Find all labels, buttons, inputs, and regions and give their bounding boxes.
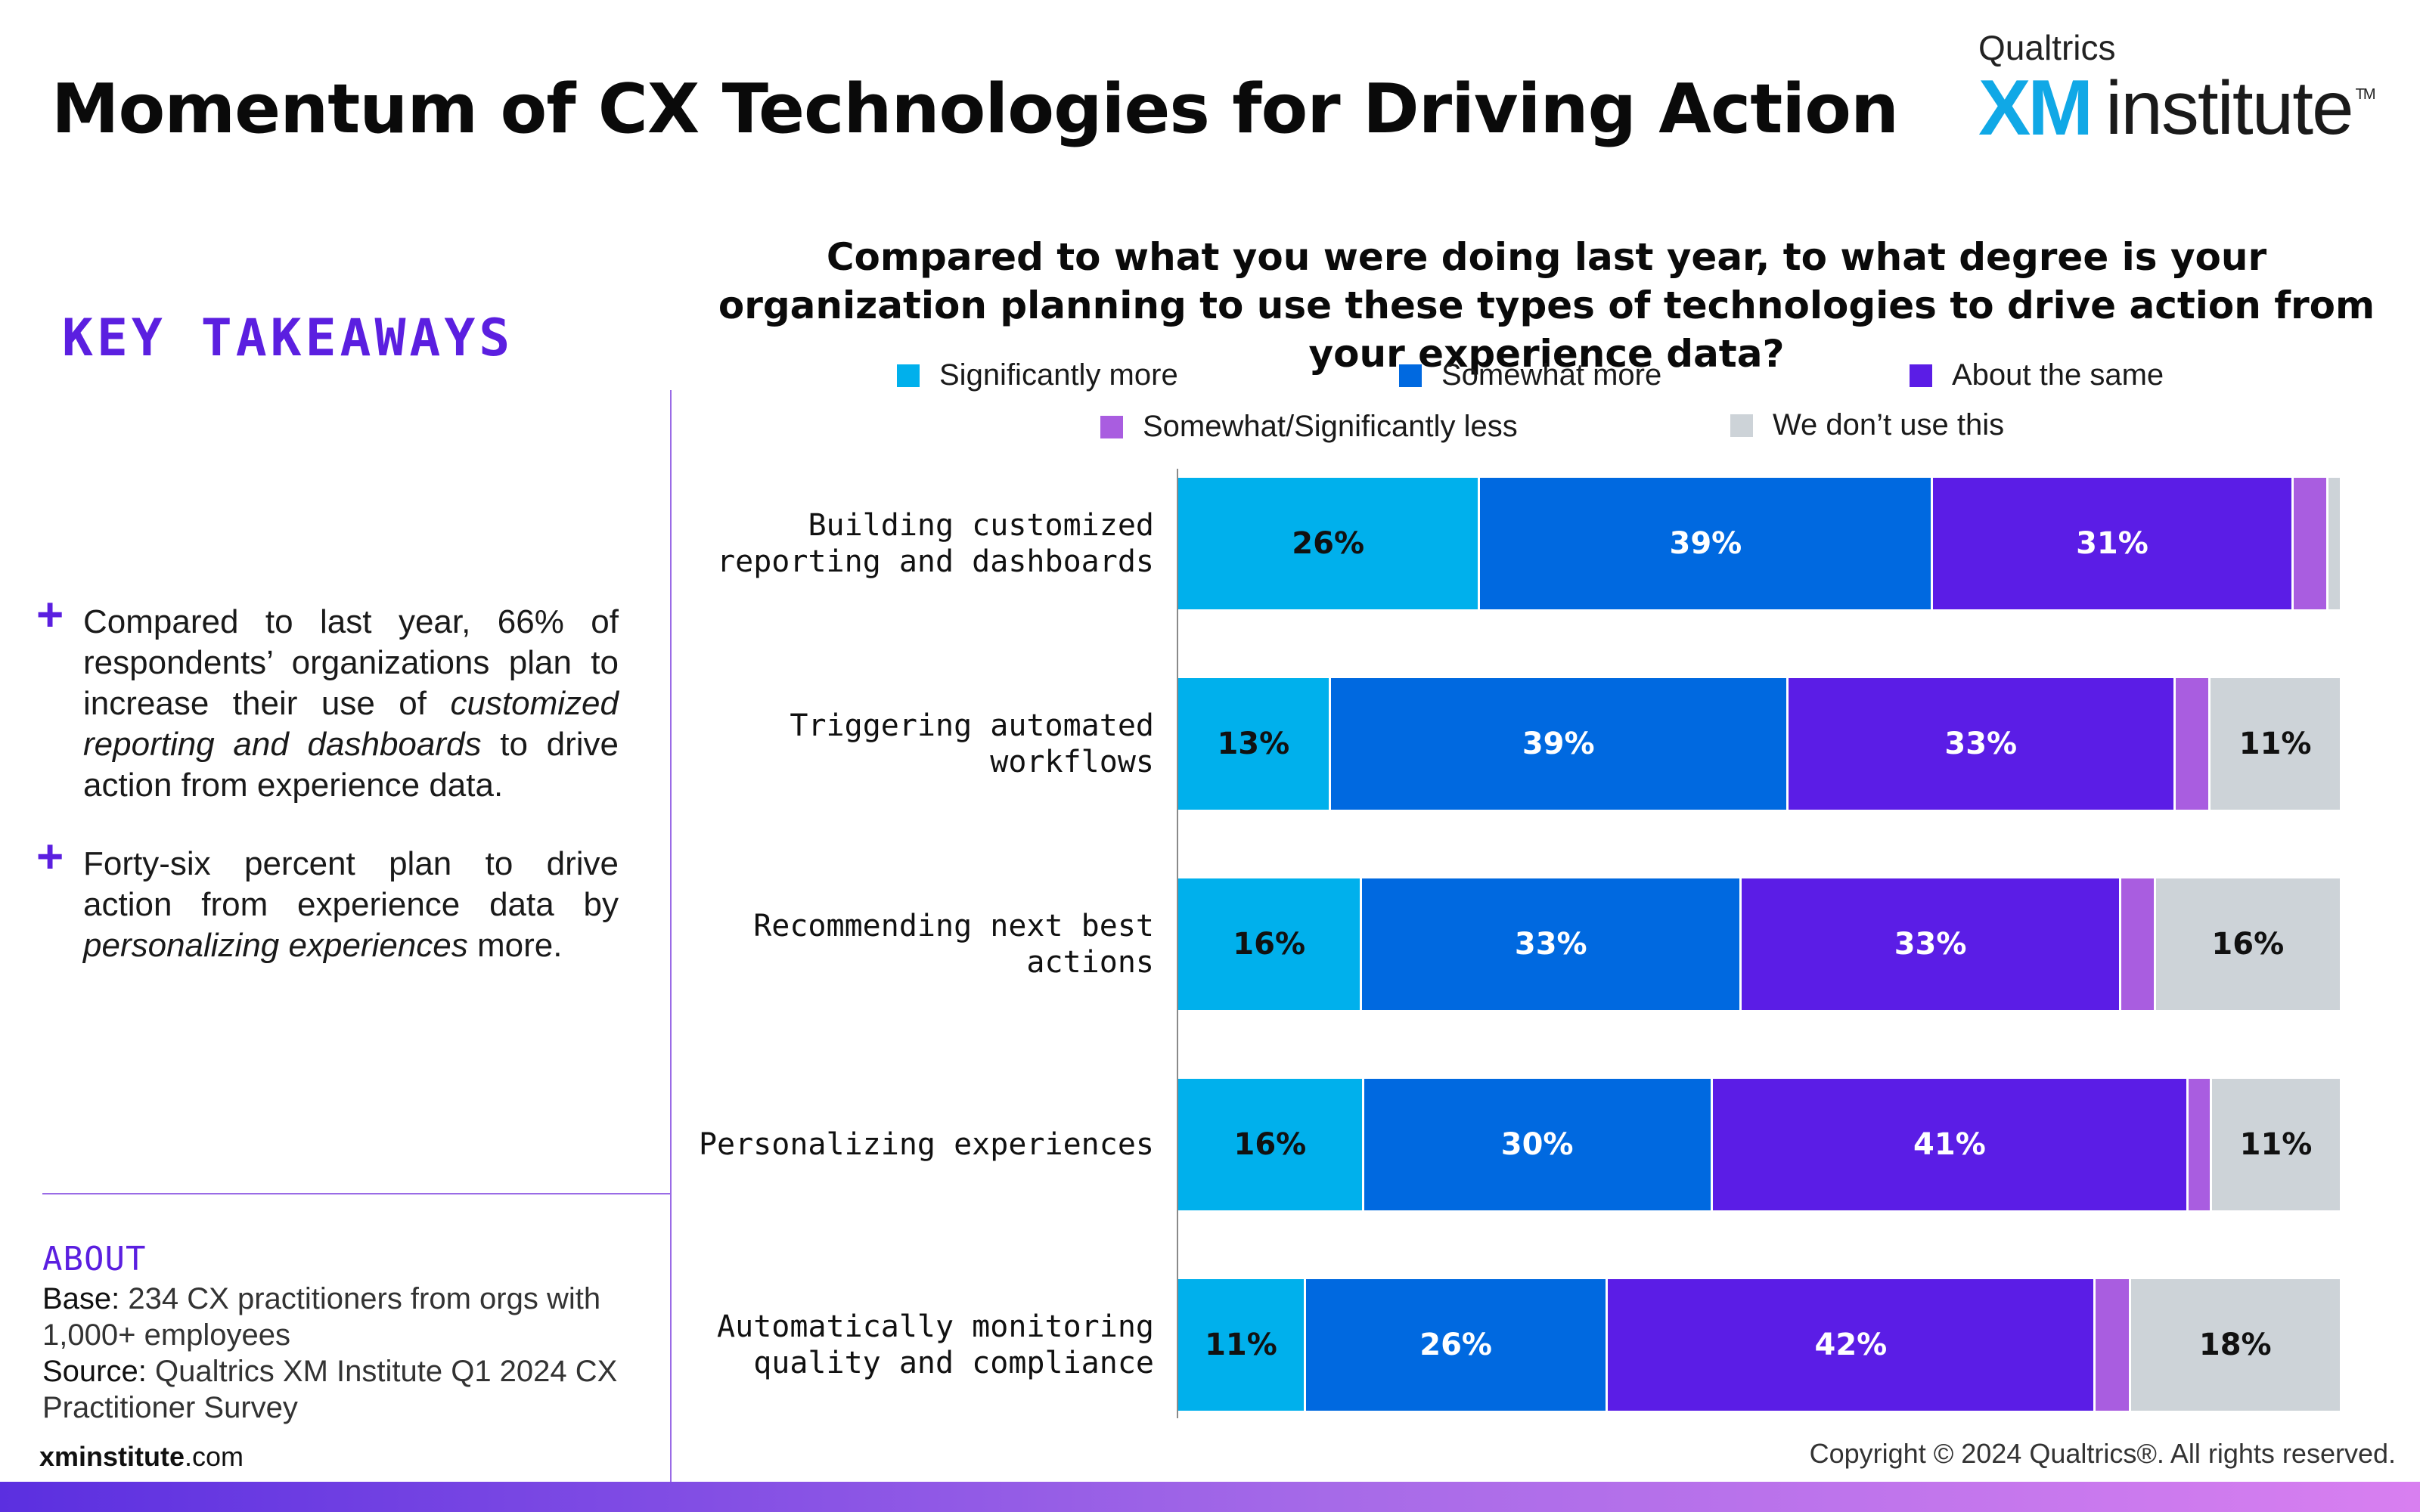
bar-segment: 13% [1178, 678, 1331, 810]
about-base: Base: 234 CX practitioners from orgs wit… [42, 1282, 601, 1352]
legend-label: We don’t use this [1773, 408, 2005, 442]
bar-data-label: 13% [1217, 727, 1290, 761]
legend-swatch [897, 364, 920, 387]
bar-data-label: 42% [1814, 1328, 1888, 1362]
logo-qualtrics-text: Qualtrics [1978, 28, 2116, 67]
about-heading: ABOUT [42, 1240, 147, 1278]
page-title: Momentum of CX Technologies for Driving … [51, 70, 1899, 149]
legend-item: We don’t use this [1730, 408, 2004, 442]
category-label: Recommending next best actions [753, 909, 1154, 980]
bar-data-label: 31% [2076, 526, 2149, 561]
bar-data-label: 33% [1514, 927, 1587, 962]
bar-row: 16% 33% 33% 16% [1178, 878, 2340, 1010]
bar-segment: 16% [2155, 878, 2340, 1010]
bar-segment: 11% [2212, 1079, 2340, 1210]
bar-data-label: 30% [1500, 1127, 1574, 1162]
bar-segment: 33% [1742, 878, 2122, 1010]
legend-item: Significantly more [897, 358, 1178, 392]
bar-row: 13% 39% 33% 11% [1178, 678, 2340, 810]
bar-data-label: 11% [2238, 727, 2312, 761]
legend-swatch [1399, 364, 1422, 387]
bar-data-label: 26% [1292, 526, 1365, 561]
plus-icon: + [36, 589, 64, 641]
bar-data-label: 11% [1205, 1328, 1277, 1362]
category-label: Automatically monitoring quality and comp… [717, 1309, 1154, 1380]
chart-axis-line [1177, 469, 1178, 1418]
about-text: Base: 234 CX practitioners from orgs wit… [42, 1281, 632, 1426]
bar-segment: 33% [1788, 678, 2176, 810]
legend-label: Somewhat more [1441, 358, 1662, 392]
qualtrics-xm-institute-logo: Qualtrics XM institute TM [1978, 27, 2387, 152]
logo-xm-text: XM [1978, 64, 2093, 152]
bar-data-label: 33% [1944, 727, 2018, 761]
bottom-gradient-bar [0, 1482, 2420, 1512]
bar-data-label: 16% [1233, 927, 1306, 962]
bar-segment: 11% [1178, 1279, 1306, 1411]
bar-data-label: 11% [2239, 1127, 2313, 1162]
takeaway-text: Compared to last year, 66% of respondent… [83, 603, 619, 804]
bar-segment: 26% [1178, 478, 1481, 609]
bar-segment: 42% [1608, 1279, 2096, 1411]
legend-label: About the same [1952, 358, 2164, 392]
legend-item: Somewhat/Significantly less [1100, 410, 1518, 444]
bar-segment: 31% [1933, 478, 2294, 609]
bar-row: 16% 30% 41% 11% [1178, 1079, 2340, 1210]
logo-institute-text: institute TM [2105, 66, 2376, 150]
vertical-divider [670, 390, 672, 1483]
category-label: Building customized reporting and dashboa… [717, 508, 1154, 579]
bar-segment: 11% [2211, 678, 2340, 810]
category-label: Triggering automated workflows [790, 708, 1154, 779]
bar-data-label: 41% [1913, 1127, 1986, 1162]
legend-label: Somewhat/Significantly less [1143, 410, 1518, 443]
bar-segment: 18% [2130, 1279, 2340, 1411]
takeaway-item: + Forty-six percent plan to drive action… [36, 831, 619, 966]
bar-segment [2328, 478, 2340, 609]
legend-item: Somewhat more [1399, 358, 1661, 392]
legend-label: Significantly more [939, 358, 1178, 392]
bar-data-label: 33% [1894, 927, 1967, 962]
bar-data-label: 16% [1233, 1127, 1307, 1162]
bar-segment [2293, 478, 2328, 609]
website-link[interactable]: xminstitute.com [39, 1441, 244, 1472]
horizontal-divider [42, 1193, 672, 1194]
bar-segment: 33% [1362, 878, 1742, 1010]
key-takeaways-heading: KEY TAKEAWAYS [62, 308, 514, 368]
legend-swatch [1730, 414, 1753, 437]
bar-segment: 30% [1364, 1079, 1713, 1210]
bar-data-label: 16% [2211, 927, 2285, 962]
legend-item: About the same [1910, 358, 2164, 392]
about-source: Source: Qualtrics XM Institute Q1 2024 C… [42, 1355, 618, 1424]
bar-row: 11% 26% 42% 18% [1178, 1279, 2340, 1411]
bar-segment: 39% [1480, 478, 1934, 609]
bar-data-label: 39% [1522, 727, 1595, 761]
chart-title: Compared to what you were doing last yea… [718, 235, 2375, 376]
logo-trademark: TM [2355, 86, 2376, 103]
takeaway-item: + Compared to last year, 66% of responde… [36, 589, 619, 806]
bar-data-label: 26% [1419, 1328, 1492, 1362]
bar-segment [2096, 1279, 2131, 1411]
bar-segment: 41% [1712, 1079, 2189, 1210]
bar-segment: 39% [1330, 678, 1789, 810]
bar-data-label: 39% [1669, 526, 1742, 561]
takeaway-text: Forty-six percent plan to drive action f… [83, 845, 619, 964]
bar-data-label: 18% [2198, 1328, 2272, 1362]
plus-icon: + [36, 831, 64, 883]
legend-swatch [1910, 364, 1932, 387]
bar-row: 26% 39% 31% [1178, 478, 2340, 609]
bar-segment: 26% [1305, 1279, 1609, 1411]
copyright-notice: Copyright © 2024 Qualtrics®. All rights … [1809, 1438, 2396, 1469]
category-label: Personalizing experiences [698, 1127, 1154, 1162]
legend-swatch [1100, 415, 1123, 438]
bar-segment: 16% [1178, 1079, 1364, 1210]
bar-segment [2121, 878, 2156, 1010]
bar-segment [2175, 678, 2211, 810]
bar-segment: 16% [1178, 878, 1363, 1010]
bar-segment [2189, 1079, 2213, 1210]
